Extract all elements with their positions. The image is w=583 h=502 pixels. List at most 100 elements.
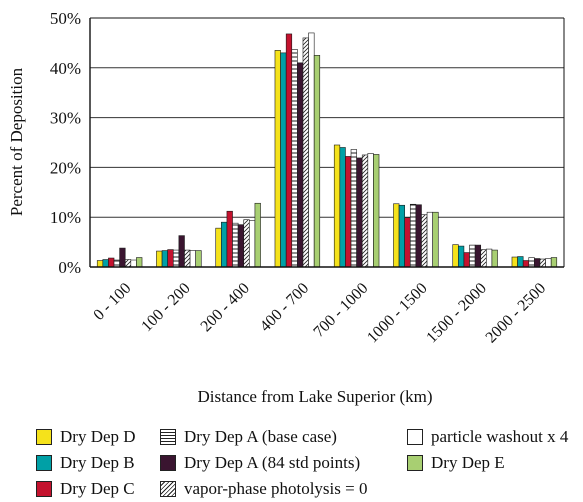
bar (156, 250, 163, 268)
legend-item-dry-dep-e: Dry Dep E (407, 452, 505, 474)
bars (96, 32, 558, 268)
bar (161, 250, 168, 268)
bar (404, 217, 411, 268)
legend-label: Dry Dep B (60, 453, 135, 472)
legend-swatch (160, 429, 176, 445)
legend-item-dry-dep-d: Dry Dep D (36, 426, 136, 448)
bar (517, 256, 524, 268)
legend-item-dry-dep-a-84: Dry Dep A (84 std points) (160, 452, 360, 474)
bar (539, 258, 546, 268)
bar (297, 62, 304, 268)
legend-label: Dry Dep A (base case) (184, 427, 337, 446)
bar (189, 250, 196, 268)
bar (345, 156, 352, 268)
x-tick-label: 2000 - 2500 (483, 280, 550, 347)
legend-swatch (36, 429, 52, 445)
bar (215, 227, 222, 268)
bar (302, 37, 309, 268)
bar (421, 214, 428, 268)
legend-label: particle washout x 4 (431, 427, 569, 446)
legend-swatch (36, 455, 52, 471)
x-tick-label: 0 - 100 (90, 280, 134, 324)
x-tick-label: 200 - 400 (198, 280, 253, 335)
bar (243, 219, 250, 268)
bar (550, 257, 558, 268)
legend-swatch (407, 429, 423, 445)
bar (458, 245, 465, 268)
bar (373, 154, 380, 268)
bar (356, 157, 363, 268)
bar (474, 244, 482, 268)
bar (178, 235, 185, 268)
bar (184, 249, 191, 268)
bar (486, 248, 493, 268)
bar (528, 257, 535, 268)
bar (522, 260, 530, 268)
legend-item-particle-washout: particle washout x 4 (407, 426, 568, 448)
bar (195, 250, 202, 268)
bar (226, 210, 233, 268)
bar (280, 52, 287, 268)
bar (534, 258, 541, 268)
bar-chart: 0% 10% 20% 30% 40% 50% 0 - 100 100 - 200 200 - 4… (7, 9, 565, 406)
bar (491, 249, 498, 268)
x-tick-label: 1500 - 2000 (423, 280, 490, 347)
bar (119, 247, 126, 268)
bar (285, 33, 293, 268)
bar (108, 257, 115, 268)
bar (339, 147, 346, 268)
y-tick-label: 0% (58, 258, 81, 277)
bar (432, 211, 439, 268)
bar (333, 144, 341, 268)
bar (102, 259, 109, 268)
legend-label: Dry Dep D (60, 427, 136, 446)
y-tick-label: 20% (50, 158, 81, 177)
bar (291, 49, 298, 268)
x-tick-label: 1000 - 1500 (364, 280, 431, 347)
legend-swatch (36, 481, 52, 497)
bar (409, 203, 417, 268)
legend-swatch (407, 455, 423, 471)
bar (545, 258, 552, 268)
y-tick-label: 50% (50, 9, 81, 28)
bar (415, 204, 422, 268)
bar (232, 222, 239, 268)
bar (113, 259, 120, 268)
bar (254, 202, 261, 268)
bar (452, 244, 459, 268)
legend-swatch (160, 455, 176, 471)
bar (426, 211, 433, 268)
x-axis-title: Distance from Lake Superior (km) (197, 387, 432, 406)
legend-label: vapor-phase photolysis = 0 (184, 479, 368, 498)
bar (463, 252, 470, 268)
bar (511, 256, 518, 268)
bar (398, 204, 405, 268)
legend-item-photolysis: vapor-phase photolysis = 0 (160, 478, 367, 500)
bar (130, 259, 137, 268)
legend-item-dry-dep-a-base: Dry Dep A (base case) (160, 426, 337, 448)
bar (367, 153, 374, 268)
y-axis-title: Percent of Deposition (7, 67, 26, 216)
legend-label: Dry Dep A (84 std points) (184, 453, 361, 472)
x-tick-label: 400 - 700 (257, 280, 312, 335)
bar (361, 154, 369, 268)
bar (124, 259, 132, 268)
bar (274, 50, 281, 268)
legend-swatch (160, 481, 176, 497)
y-tick-label: 10% (50, 208, 81, 227)
x-tick-label: 100 - 200 (138, 280, 193, 335)
bar (167, 249, 174, 268)
bar (350, 149, 357, 268)
y-tick-label: 40% (50, 59, 81, 78)
bar (469, 244, 476, 268)
legend-item-dry-dep-c: Dry Dep C (36, 478, 135, 500)
bar (393, 203, 400, 268)
bar (249, 220, 256, 268)
legend-item-dry-dep-b: Dry Dep B (36, 452, 135, 474)
bar (480, 249, 487, 268)
bar (172, 249, 180, 268)
legend-label: Dry Dep C (60, 479, 135, 498)
legend-label: Dry Dep E (431, 453, 505, 472)
bar (221, 221, 228, 268)
x-tick-label: 700 - 1000 (310, 280, 371, 341)
